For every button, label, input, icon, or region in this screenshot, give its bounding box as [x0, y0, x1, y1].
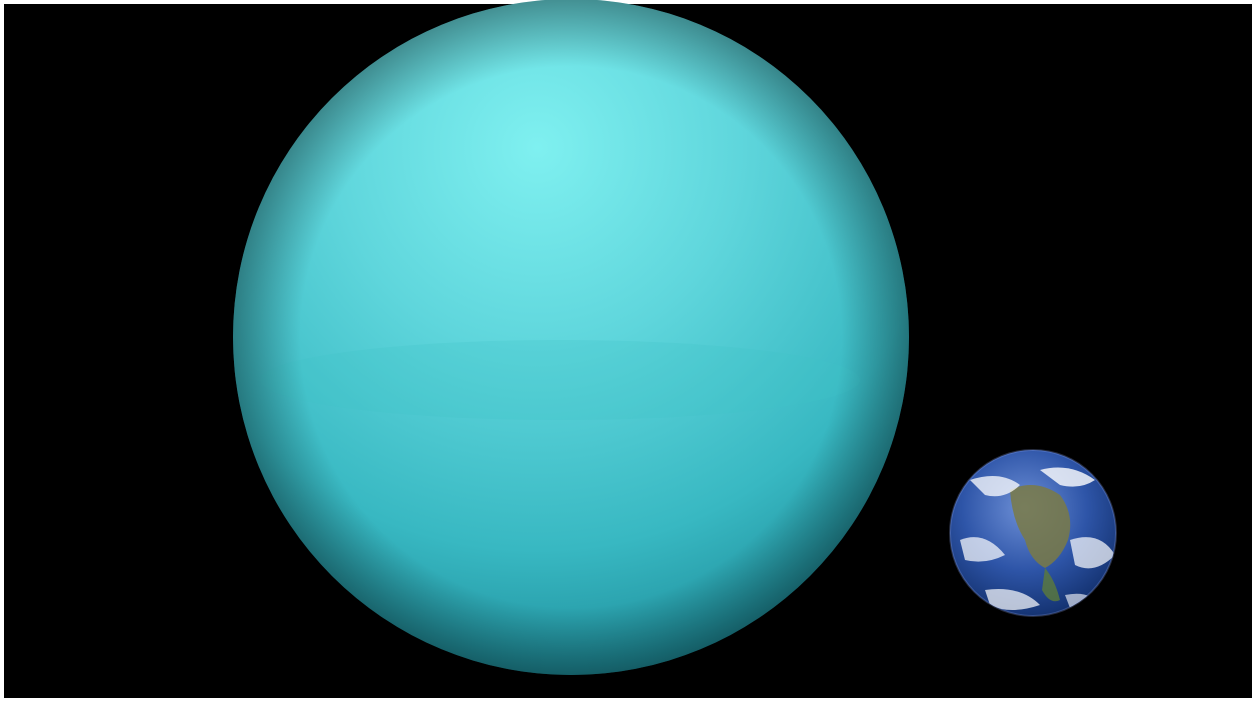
cloud — [1040, 467, 1095, 487]
earth — [949, 449, 1117, 617]
uranus-limb — [233, 0, 909, 675]
cloud — [960, 537, 1005, 562]
land — [1010, 485, 1071, 568]
cloud — [985, 589, 1040, 610]
cloud — [970, 476, 1020, 497]
land — [1042, 568, 1060, 602]
earth-atmosphere — [949, 449, 1117, 617]
uranus — [233, 0, 909, 675]
cloud — [1070, 537, 1115, 569]
